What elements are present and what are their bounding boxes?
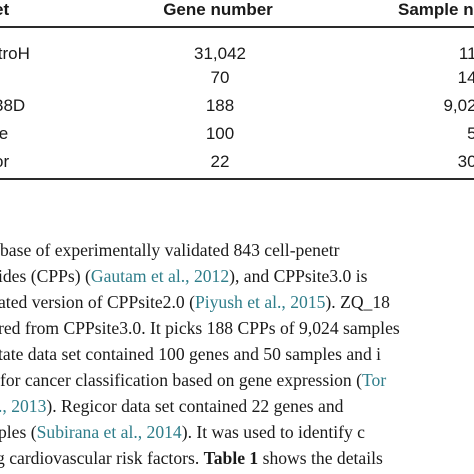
citation-link[interactable]: ., 2013 <box>0 396 47 416</box>
row-1-sample-number: 116 <box>458 44 474 63</box>
paragraph-text: ples ( <box>0 422 37 442</box>
paragraph-text: tate data set contained 100 genes and 50… <box>0 344 382 364</box>
row-5-gene-number: 22 <box>210 152 230 171</box>
row-1-data-set: itroH <box>0 44 30 63</box>
paragraph-text: red from CPPsite3.0. It picks 188 CPPs o… <box>0 318 400 338</box>
paragraph-text: base of experimentally validated 843 cel… <box>0 240 340 260</box>
paragraph-text: ). It was used to identify c <box>181 422 365 442</box>
header-data-set: et <box>0 0 10 19</box>
citation-link[interactable]: Subirana et al., 2014 <box>36 422 182 442</box>
paragraph-line: ated version of CPPsite2.0 (Piyush et al… <box>0 292 390 313</box>
header-sample-number: Sample nu <box>398 0 474 19</box>
paragraph-text: ). Regicor data set contained 22 genes a… <box>46 396 344 416</box>
row-5-data-set: or <box>0 152 10 171</box>
row-3-sample-number: 9,024 <box>443 96 474 115</box>
paragraph-line: red from CPPsite3.0. It picks 188 CPPs o… <box>0 318 400 339</box>
paragraph-line: base of experimentally validated 843 cel… <box>0 240 340 261</box>
paragraph-line: tate data set contained 100 genes and 50… <box>0 344 381 365</box>
row-5-sample-number: 300 <box>457 152 474 171</box>
paragraph-line: for cancer classification based on gene … <box>0 370 386 391</box>
row-2-gene-number: 70 <box>210 68 230 87</box>
row-3-data-set: 38D <box>0 96 26 115</box>
row-4-sample-number: 50 <box>467 124 474 143</box>
row-2-sample-number: 144 <box>457 68 474 87</box>
paragraph-text: for cancer classification based on gene … <box>0 370 362 390</box>
row-4-data-set: te <box>0 124 9 143</box>
table-reference: Table 1 <box>203 448 259 468</box>
paragraph-line: ., 2013). Regicor data set contained 22 … <box>0 396 343 417</box>
paragraph-line: ides (CPPs) (Gautam et al., 2012), and C… <box>0 266 367 287</box>
paragraph-line: g cardiovascular risk factors. Table 1 s… <box>0 448 383 469</box>
row-3-gene-number: 188 <box>205 96 235 115</box>
data-set-table: et Gene number Sample nu itroH 31,042 11… <box>0 0 474 212</box>
paragraph-text: g cardiovascular risk factors. <box>0 448 204 468</box>
paragraph-text: ), and CPPsite3.0 is <box>229 266 368 286</box>
table-top-rule <box>0 26 474 28</box>
paragraph-line: ples (Subirana et al., 2014). It was use… <box>0 422 365 443</box>
table-bottom-rule <box>0 178 474 180</box>
row-1-gene-number: 31,042 <box>194 44 246 63</box>
paragraph-text: shows the details <box>258 448 383 468</box>
citation-link[interactable]: Tor <box>362 370 387 390</box>
paragraph-text: ). ZQ_18 <box>325 292 390 312</box>
row-4-gene-number: 100 <box>205 124 235 143</box>
citation-link[interactable]: Piyush et al., 2015 <box>194 292 326 312</box>
citation-link[interactable]: Gautam et al., 2012 <box>90 266 230 286</box>
paragraph-text: ides (CPPs) ( <box>0 266 91 286</box>
paragraph-text: ated version of CPPsite2.0 ( <box>0 292 195 312</box>
header-gene-number: Gene number <box>163 0 273 19</box>
